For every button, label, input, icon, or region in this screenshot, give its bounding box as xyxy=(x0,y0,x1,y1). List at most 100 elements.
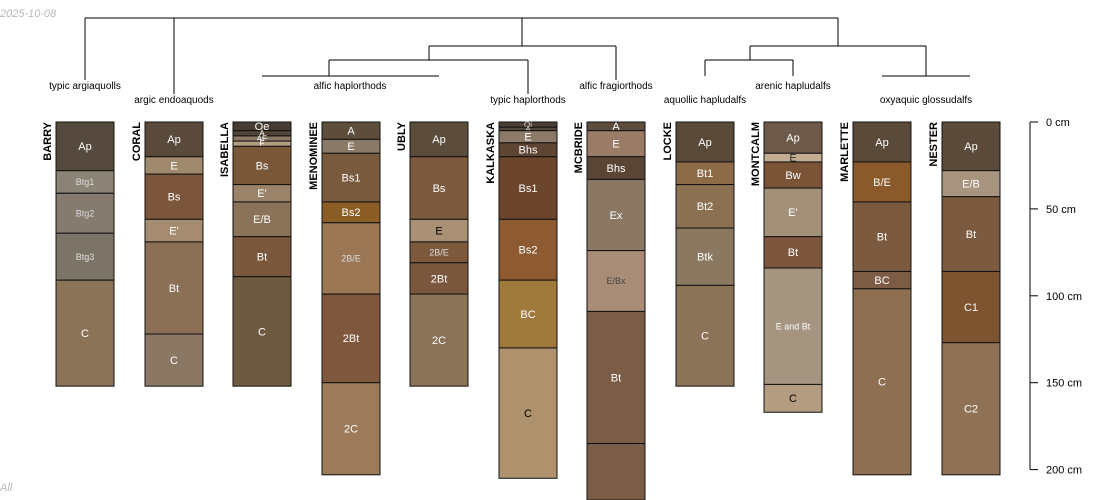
horizon-label: Ap xyxy=(875,137,888,149)
horizon-label: C1 xyxy=(964,302,978,314)
horizon-label: C xyxy=(878,377,886,389)
horizon-label: Bt xyxy=(169,283,179,295)
profile-name-label: KALKASKA xyxy=(485,122,497,184)
profile-menominee: AE Bs1 Bs2 2B/E 2Bt 2C MENOMINEE xyxy=(308,121,381,476)
depth-tick-label: 50 cm xyxy=(1046,204,1076,216)
group-label: typic argiaquolls xyxy=(49,81,121,92)
horizon-label: Bs xyxy=(168,192,181,204)
horizon-2b-e xyxy=(321,222,381,295)
horizon-label: Bw xyxy=(785,170,800,182)
profile-barry: Ap Btg1 Btg2 Btg3 C BARRY xyxy=(42,121,115,387)
profile-marlette: Ap B/E Bt BC C MARLETTE xyxy=(839,121,912,476)
horizon-label: E xyxy=(259,140,264,149)
horizon-ap xyxy=(144,121,204,158)
horizon-label: Bs xyxy=(256,160,269,172)
horizon-label: Ap xyxy=(167,134,180,146)
depth-tick-label: 0 cm xyxy=(1046,117,1070,129)
horizon-label: E xyxy=(612,139,619,151)
group-labels: typic argiaquolls argic endoaquods alfic h… xyxy=(49,81,972,106)
horizon-label: Bs2 xyxy=(342,207,361,219)
horizon-c xyxy=(763,383,823,413)
horizon-2c xyxy=(409,293,469,387)
horizon-label: Bt1 xyxy=(697,168,714,180)
horizon-bs1 xyxy=(321,152,381,203)
profile-locke: Ap Bt1 Bt2 Btk C LOCKE xyxy=(662,121,735,387)
horizon-bt2 xyxy=(675,184,735,229)
horizon-bs xyxy=(232,145,292,186)
horizon-btg3 xyxy=(55,232,115,281)
horizon-label: A xyxy=(525,125,531,134)
horizon-label: Ex xyxy=(610,210,623,222)
footnote-text: All xyxy=(0,482,13,494)
horizon-label: Ap xyxy=(78,141,91,153)
horizon-2bt xyxy=(321,293,381,384)
horizon-label: A xyxy=(612,121,620,133)
horizon-c xyxy=(232,276,292,387)
horizon-c xyxy=(675,284,735,387)
horizon-c xyxy=(498,347,558,479)
horizon-ap xyxy=(55,121,115,172)
depth-tick-label: 100 cm xyxy=(1046,291,1082,303)
horizon-label: C xyxy=(701,331,709,343)
horizon-label: Ap xyxy=(698,137,711,149)
group-label: typic haplorthods xyxy=(490,95,566,106)
horizon-bs2 xyxy=(498,218,558,281)
profile-name-label: MCBRIDE xyxy=(573,122,585,173)
profile-name-label: MENOMINEE xyxy=(308,122,320,190)
dendrogram xyxy=(84,17,970,94)
horizon-label: Bt xyxy=(877,232,887,244)
horizon-2c xyxy=(321,382,381,476)
horizon-label: Bt xyxy=(966,229,976,241)
profile-name-label: UBLY xyxy=(396,121,408,151)
horizon-label: E/B xyxy=(253,214,271,226)
horizon-label: E' xyxy=(788,207,797,219)
profile-name-label: BARRY xyxy=(42,121,54,160)
horizon-label: Bt xyxy=(611,372,621,384)
horizon-label: Bs1 xyxy=(519,183,538,195)
group-label: aquollic hapludalfs xyxy=(664,95,746,106)
depth-tick-label: 200 cm xyxy=(1046,465,1082,477)
horizon-label: BC xyxy=(520,309,535,321)
horizon-label: Ap xyxy=(432,134,445,146)
profile-name-label: CORAL xyxy=(131,122,143,161)
horizon-label: AE xyxy=(257,134,268,143)
horizon-label: Bhs xyxy=(607,163,626,175)
horizon-bt xyxy=(941,196,1001,272)
horizon-label: C2 xyxy=(964,404,978,416)
horizon-ap xyxy=(852,121,912,163)
horizon-c xyxy=(55,279,115,387)
horizon-label: B/E xyxy=(873,177,891,189)
horizon-b-e xyxy=(852,161,912,203)
profile-name-label: MARLETTE xyxy=(839,122,851,182)
horizon-label: E xyxy=(524,132,531,144)
horizon-c xyxy=(144,333,204,387)
horizon-label: E xyxy=(789,152,796,164)
horizon-label: Bs xyxy=(433,183,446,195)
horizon-label: 2C xyxy=(344,424,358,436)
profile-name-label: MONTCALM xyxy=(750,122,762,186)
profile-nester: Ap E/B Bt C1 C2 NESTER xyxy=(928,121,1001,476)
horizon-label: A xyxy=(347,126,355,138)
horizon-label: 2B/E xyxy=(429,248,449,258)
horizon-bs xyxy=(409,156,469,220)
profile-name-label: ISABELLA xyxy=(219,122,231,177)
horizon-bt xyxy=(232,236,292,278)
depth-tick-label: 150 cm xyxy=(1046,378,1082,390)
horizon-label: E xyxy=(435,225,442,237)
horizon-label: Ap xyxy=(964,141,977,153)
profile-name-label: LOCKE xyxy=(662,122,674,161)
profile-ubly: Ap Bs E 2B/E 2Bt 2C UBLY xyxy=(396,121,469,387)
horizon-label: E xyxy=(170,160,177,172)
horizon-bs xyxy=(144,173,204,220)
horizon-label: E/Bx xyxy=(606,276,626,286)
profile-name-label: NESTER xyxy=(928,122,940,167)
horizon-e-and-bt xyxy=(763,267,823,385)
horizon-label: BC xyxy=(874,275,889,287)
horizon-label: 2Bt xyxy=(431,273,448,285)
horizon-btk xyxy=(675,227,735,286)
horizon-label: C xyxy=(170,355,178,367)
horizon-label: E' xyxy=(257,188,266,200)
